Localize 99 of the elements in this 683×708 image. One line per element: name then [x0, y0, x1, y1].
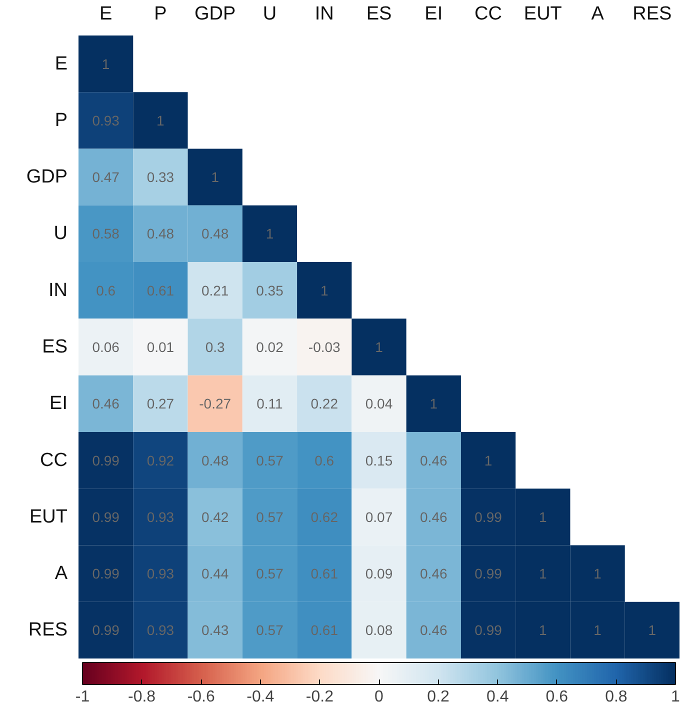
- y-tick-label: GDP: [26, 166, 68, 188]
- data-label: 1: [211, 169, 220, 186]
- data-label: 0.3: [205, 339, 226, 355]
- x-tick-label: EUT: [524, 4, 562, 24]
- data-label: 0.6: [96, 282, 116, 298]
- y-tick-label: CC: [40, 450, 68, 471]
- y-tick-label: EI: [50, 393, 68, 414]
- data-label: 0.21: [201, 282, 229, 298]
- data-label: 0.58: [92, 226, 120, 242]
- data-label: 0.46: [92, 396, 120, 412]
- color-bar-label: 0: [374, 688, 384, 706]
- data-label: 1: [539, 508, 548, 525]
- data-label: 0.22: [310, 396, 338, 412]
- y-tick-label: P: [54, 110, 68, 131]
- x-tick-label: RES: [632, 4, 672, 24]
- data-label: 0.33: [146, 169, 174, 186]
- data-label: 0.07: [365, 508, 393, 525]
- data-label: 0.02: [256, 339, 284, 355]
- data-label: -0.27: [199, 396, 232, 412]
- data-label: 0.57: [256, 566, 284, 582]
- data-label: 0.61: [146, 282, 174, 298]
- data-label: 0.99: [92, 452, 120, 468]
- data-label: -0.03: [308, 339, 341, 355]
- x-tick-label: A: [591, 4, 604, 24]
- data-label: 0.11: [256, 396, 284, 412]
- x-tick-label: CC: [474, 4, 502, 24]
- data-label: 0.44: [201, 566, 229, 582]
- data-label: 0.27: [146, 396, 174, 412]
- data-label: 1: [102, 56, 110, 72]
- data-label: 0.48: [146, 226, 174, 242]
- data-label: 0.93: [146, 622, 174, 638]
- y-tick-label: E: [54, 53, 68, 74]
- data-label: 0.93: [146, 508, 174, 525]
- data-label: 0.48: [201, 452, 229, 468]
- color-bar-label: 1: [671, 688, 680, 706]
- data-label: 0.99: [92, 622, 120, 638]
- data-label: 1: [594, 622, 602, 638]
- data-label: 0.46: [420, 622, 448, 638]
- color-bar-label: -1: [75, 688, 90, 706]
- y-tick-label: RES: [28, 620, 68, 641]
- y-tick-label: A: [54, 563, 68, 584]
- data-label: 1: [156, 112, 165, 128]
- data-label: 0.48: [201, 226, 229, 242]
- data-label: 1: [648, 622, 656, 638]
- x-tick-label: U: [262, 4, 277, 24]
- color-bar-label: 0.4: [486, 688, 509, 706]
- data-label: 0.92: [146, 452, 174, 468]
- color-bar-label: 0.2: [427, 688, 450, 706]
- data-label: 0.46: [420, 508, 448, 525]
- color-bar-label: 0.6: [546, 688, 568, 706]
- color-bar-label: -0.4: [246, 688, 274, 706]
- data-label: 0.46: [420, 566, 448, 582]
- data-label: 1: [484, 452, 492, 468]
- data-label: 0.61: [310, 622, 338, 638]
- data-label: 0.47: [92, 169, 120, 186]
- data-label: 1: [430, 396, 438, 412]
- data-label: 0.99: [474, 622, 502, 638]
- data-label: 0.43: [201, 622, 229, 638]
- data-label: 1: [375, 339, 384, 355]
- color-bar-label: 0.8: [605, 688, 628, 706]
- data-label: 0.15: [365, 452, 393, 468]
- x-tick-label: EI: [424, 4, 443, 24]
- y-tick-label: ES: [42, 336, 68, 358]
- x-tick-label: IN: [314, 4, 334, 24]
- y-tick-label: U: [54, 223, 68, 244]
- x-tick-label: P: [154, 4, 167, 24]
- data-label: 0.57: [256, 622, 284, 638]
- data-label: 0.57: [256, 508, 284, 525]
- data-label: 0.46: [420, 452, 448, 468]
- data-label: 0.99: [92, 566, 120, 582]
- data-label: 1: [594, 566, 602, 582]
- data-label: 1: [266, 226, 274, 242]
- data-label: 0.61: [310, 566, 338, 582]
- data-label: 0.09: [365, 566, 393, 582]
- data-label: 1: [539, 622, 548, 638]
- x-tick-label: GDP: [194, 4, 236, 24]
- data-label: 0.04: [365, 396, 393, 412]
- data-label: 0.99: [474, 508, 502, 525]
- data-label: 0.42: [201, 508, 229, 525]
- data-label: 0.93: [146, 566, 174, 582]
- data-label: 1: [539, 566, 548, 582]
- data-label: 0.6: [314, 452, 334, 468]
- data-label: 0.06: [92, 339, 120, 355]
- color-bar-label: -0.2: [306, 688, 334, 706]
- data-label: 0.99: [474, 566, 502, 582]
- color-bar-label: -0.6: [187, 688, 215, 706]
- x-tick-label: ES: [366, 4, 392, 24]
- data-label: 0.35: [256, 282, 284, 298]
- data-label: 0.93: [92, 112, 120, 128]
- data-label: 0.08: [365, 622, 393, 638]
- data-label: 0.57: [256, 452, 284, 468]
- data-label: 0.99: [92, 508, 120, 525]
- y-tick-label: IN: [48, 280, 68, 301]
- y-tick-label: EUT: [30, 506, 68, 528]
- data-label: 1: [320, 282, 328, 298]
- x-tick-label: E: [99, 4, 112, 24]
- data-label: 0.62: [310, 508, 338, 525]
- data-label: 0.01: [146, 339, 174, 355]
- color-bar-label: -0.8: [128, 688, 156, 706]
